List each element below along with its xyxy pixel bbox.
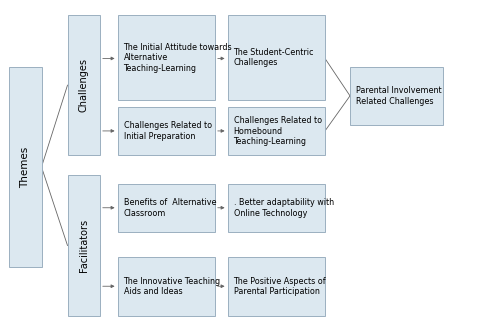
Text: The Positive Aspects of
Parental Participation: The Positive Aspects of Parental Partici… xyxy=(234,277,326,296)
FancyBboxPatch shape xyxy=(118,257,215,316)
Text: Parental Involvement
Related Challenges: Parental Involvement Related Challenges xyxy=(356,86,442,106)
FancyBboxPatch shape xyxy=(9,67,42,267)
FancyBboxPatch shape xyxy=(68,15,100,155)
Text: Facilitators: Facilitators xyxy=(79,219,89,272)
Text: The Initial Attitude towards
Alternative
Teaching-Learning: The Initial Attitude towards Alternative… xyxy=(124,43,232,72)
FancyBboxPatch shape xyxy=(228,107,325,155)
Text: Challenges: Challenges xyxy=(79,58,89,112)
FancyBboxPatch shape xyxy=(350,67,442,125)
Text: Challenges Related to
Homebound
Teaching-Learning: Challenges Related to Homebound Teaching… xyxy=(234,116,322,146)
FancyBboxPatch shape xyxy=(118,107,215,155)
FancyBboxPatch shape xyxy=(68,175,100,316)
Text: Challenges Related to
Initial Preparation: Challenges Related to Initial Preparatio… xyxy=(124,121,212,141)
Text: The Innovative Teaching
Aids and Ideas: The Innovative Teaching Aids and Ideas xyxy=(124,277,220,296)
FancyBboxPatch shape xyxy=(118,184,215,232)
FancyBboxPatch shape xyxy=(228,257,325,316)
Text: . Better adaptability with
Online Technology: . Better adaptability with Online Techno… xyxy=(234,198,334,218)
Text: Benefits of  Alternative
Classroom: Benefits of Alternative Classroom xyxy=(124,198,216,218)
FancyBboxPatch shape xyxy=(228,184,325,232)
FancyBboxPatch shape xyxy=(118,15,215,100)
Text: Themes: Themes xyxy=(20,146,30,188)
FancyBboxPatch shape xyxy=(228,15,325,100)
Text: The Student-Centric
Challenges: The Student-Centric Challenges xyxy=(234,48,314,67)
